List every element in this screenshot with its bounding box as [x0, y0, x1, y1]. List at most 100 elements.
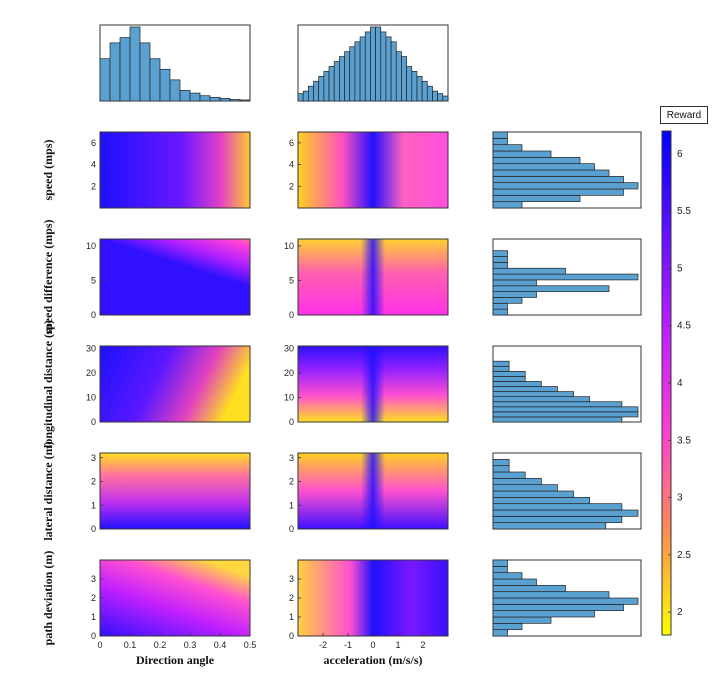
- y-tick-label: 0: [289, 631, 294, 641]
- y-tick-label: 3: [289, 574, 294, 584]
- y-tick-label: 0: [91, 631, 96, 641]
- top-hist-bar: [385, 36, 392, 102]
- side-hist-bar: [492, 515, 623, 524]
- side-hist-bar: [492, 484, 558, 492]
- side-hist-bar: [492, 603, 624, 612]
- x-tick-label: 2: [420, 640, 425, 650]
- x-tick-label: 0.2: [154, 640, 167, 650]
- heatmap-cell: [100, 346, 250, 422]
- heatmap-frame: [99, 131, 251, 209]
- side-hist-bar: [492, 370, 526, 377]
- row-y-label: path deviation (m): [41, 551, 55, 646]
- top-hist-bar: [380, 31, 387, 102]
- side-hist-bar: [492, 591, 610, 599]
- side-hist-bar: [492, 477, 542, 486]
- top-hist-bar: [395, 51, 402, 102]
- top-hist-bar: [344, 51, 351, 102]
- side-hist-bar: [492, 279, 537, 287]
- colorbar-tick-label: 4: [677, 378, 683, 389]
- side-hist-bar: [492, 291, 537, 298]
- x-tick-label: -1: [344, 640, 352, 650]
- y-tick-label: 20: [86, 368, 96, 378]
- side-hist-bar: [492, 406, 639, 413]
- x-axis-label: Direction angle: [136, 653, 215, 667]
- side-hist-bar: [492, 297, 523, 304]
- top-hist-bar: [421, 80, 428, 102]
- y-tick-label: 1: [91, 612, 96, 622]
- side-hist-bar: [492, 250, 508, 257]
- heatmap-dip: [298, 346, 448, 422]
- side-hist-bar: [492, 201, 523, 209]
- top-hist-bar: [416, 75, 423, 102]
- side-hist-bar: [492, 396, 591, 403]
- side-hist-bar: [492, 308, 508, 316]
- colorbar-tick-label: 2.5: [677, 550, 691, 561]
- top-hist-bar: [390, 41, 397, 102]
- side-hist-bar: [492, 365, 510, 372]
- top-hist-bar: [339, 56, 345, 102]
- y-tick-label: 1: [289, 612, 294, 622]
- y-tick-label: 5: [91, 275, 96, 285]
- side-hist-bar: [492, 416, 623, 423]
- heatmap-cell: [100, 239, 250, 315]
- y-tick-label: 0: [289, 524, 294, 534]
- side-hist-bar: [492, 572, 523, 580]
- side-hist-bar: [492, 137, 508, 146]
- side-hist-bar: [492, 131, 508, 139]
- side-hist-bar: [492, 386, 558, 392]
- y-tick-label: 10: [284, 241, 294, 251]
- heatmap-dip: [298, 453, 448, 529]
- heatmap-cell: [298, 132, 448, 208]
- y-tick-label: 1: [289, 500, 294, 510]
- y-tick-label: 1: [91, 500, 96, 510]
- side-hist-bar: [492, 597, 639, 605]
- top-hist-bar: [149, 58, 161, 102]
- top-hist-bar: [159, 68, 171, 102]
- top-hist-bar: [406, 66, 413, 102]
- top-hist-bar: [302, 90, 309, 102]
- top-hist-bar: [318, 75, 325, 102]
- row-y-label: speed difference (mps): [41, 219, 55, 334]
- heatmap-cell: [100, 560, 250, 636]
- top-hist-bar: [209, 96, 221, 102]
- heatmap-dip: [298, 239, 448, 315]
- heatmap-cell: [298, 560, 448, 636]
- side-hist-bar: [492, 376, 526, 382]
- colorbar-tick-label: 2: [677, 607, 683, 618]
- side-hist-bar: [492, 150, 552, 158]
- row-y-label: longitudinal distance (m): [41, 320, 55, 448]
- top-hist-bar: [169, 79, 181, 102]
- y-tick-label: 3: [91, 574, 96, 584]
- heatmap-frame: [297, 345, 449, 423]
- y-tick-label: 2: [289, 181, 294, 191]
- y-tick-label: 3: [289, 453, 294, 463]
- top-hist-bar: [411, 71, 418, 102]
- y-tick-label: 2: [91, 477, 96, 487]
- top-hist-bar: [370, 26, 376, 102]
- y-tick-label: 20: [284, 368, 294, 378]
- y-tick-label: 0: [91, 524, 96, 534]
- side-hist-bar: [492, 509, 639, 517]
- side-hist-bar: [492, 144, 523, 152]
- side-hist-bar: [492, 584, 566, 593]
- colorbar-tick-label: 5: [677, 263, 683, 274]
- row-y-label: lateral distance (m): [41, 441, 55, 540]
- x-tick-label: 0.5: [244, 640, 257, 650]
- colorbar-tick-label: 6: [677, 149, 683, 160]
- heatmap-frame: [297, 131, 449, 209]
- top-hist-bar: [333, 61, 340, 102]
- heatmap-frame: [99, 452, 251, 530]
- y-tick-label: 4: [91, 160, 96, 170]
- side-hist-bar: [492, 616, 552, 624]
- side-hist-bar: [492, 496, 591, 505]
- colorbar-title: Reward: [660, 106, 708, 124]
- top-hist-bar: [349, 46, 356, 102]
- top-hist-bar: [432, 90, 439, 102]
- side-hist-bar: [492, 267, 566, 275]
- top-hist-bar: [139, 42, 151, 102]
- top-hist-bar: [359, 36, 366, 102]
- y-tick-label: 30: [86, 343, 96, 353]
- top-hist-bar: [375, 26, 382, 102]
- side-hist-bar: [492, 175, 624, 184]
- top-hist-bar: [119, 37, 131, 102]
